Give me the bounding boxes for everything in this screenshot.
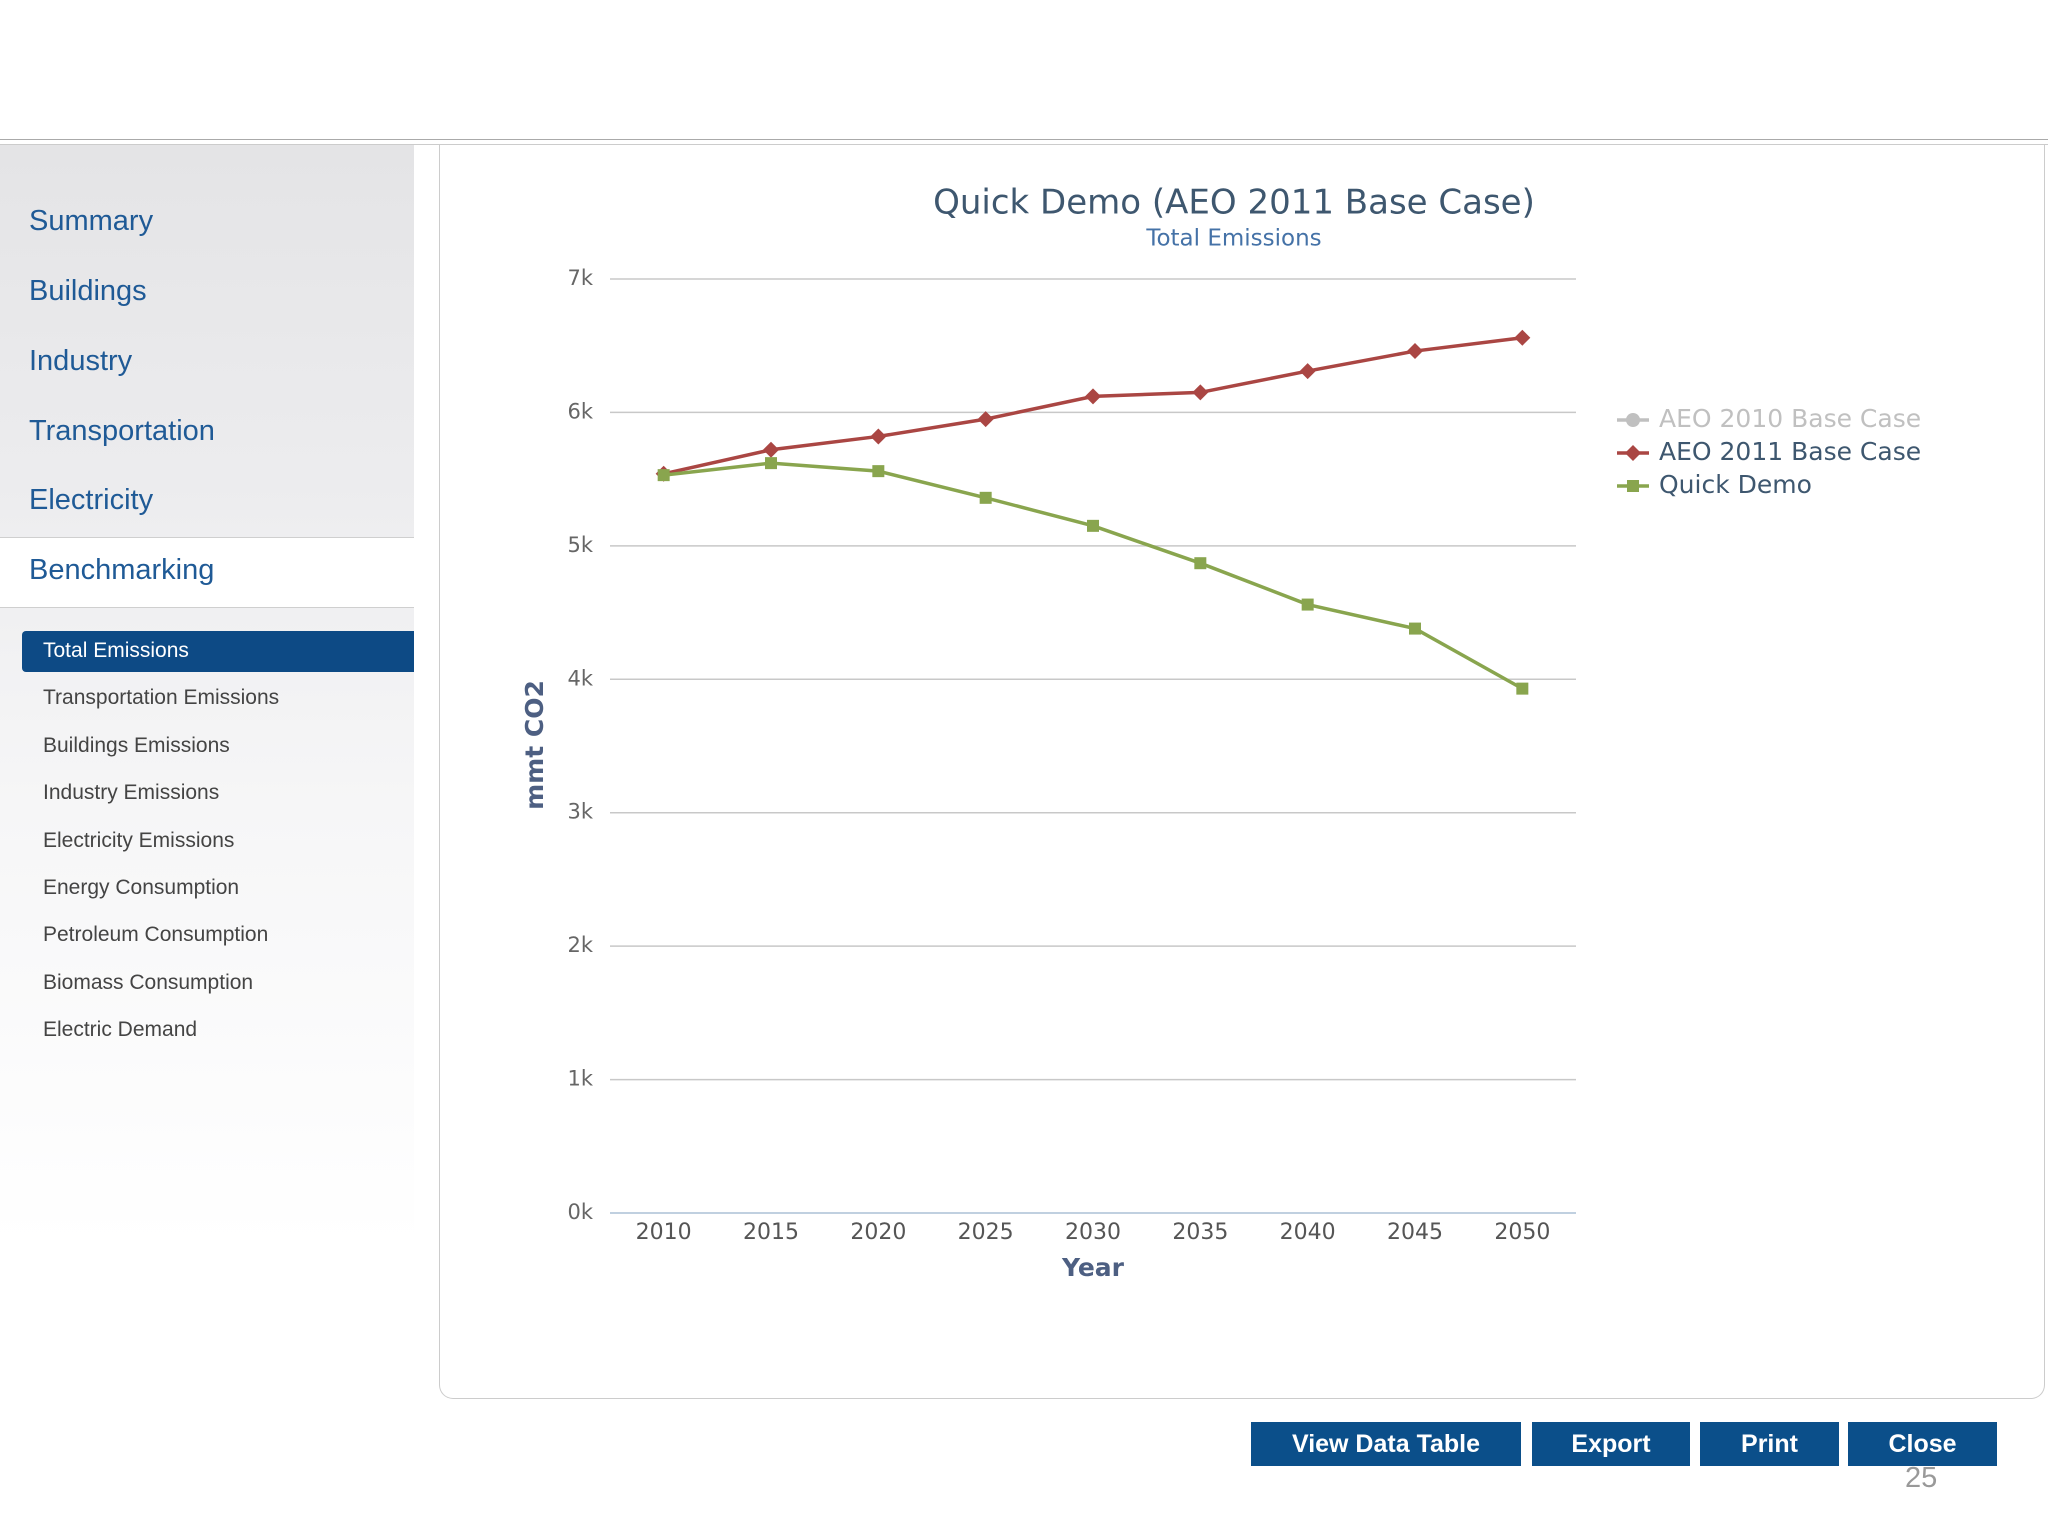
data-point xyxy=(1087,519,1099,532)
legend-label: AEO 2010 Base Case xyxy=(1659,404,1921,433)
nav-item[interactable]: Summary xyxy=(29,205,154,237)
legend-label: Quick Demo xyxy=(1659,470,1812,499)
button[interactable]: View Data Table xyxy=(1251,1422,1521,1466)
subnav-item[interactable]: Biomass Consumption xyxy=(43,970,254,994)
nav-item[interactable]: Buildings xyxy=(29,275,147,307)
data-point xyxy=(763,441,779,458)
nav-item[interactable]: Electricity xyxy=(29,484,154,516)
y-tick-label: 1k xyxy=(567,1067,593,1091)
data-point xyxy=(1085,388,1101,405)
chart-title: Quick Demo (AEO 2011 Base Case) xyxy=(933,183,1535,223)
data-point xyxy=(977,411,994,428)
data-point xyxy=(765,457,777,470)
data-point xyxy=(1299,363,1316,380)
y-tick-label: 6k xyxy=(567,399,593,423)
nav-selected-band xyxy=(0,537,414,608)
data-point xyxy=(872,465,885,478)
series-line xyxy=(663,461,1524,691)
button[interactable]: Close xyxy=(1848,1422,1997,1466)
subnav-item[interactable]: Transportation Emissions xyxy=(43,686,280,710)
subnav-item[interactable]: Buildings Emissions xyxy=(43,733,230,757)
chart: Quick Demo (AEO 2011 Base Case) Total Em… xyxy=(520,183,1921,1283)
data-point xyxy=(1409,622,1421,635)
legend-label: AEO 2011 Base Case xyxy=(1659,437,1921,466)
series-line xyxy=(663,335,1523,476)
x-tick-label: 2010 xyxy=(636,1220,692,1245)
legend-marker xyxy=(1625,445,1641,461)
y-tick-label: 2k xyxy=(567,933,593,957)
x-axis-title: Year xyxy=(1061,1253,1125,1282)
x-tick-label: 2035 xyxy=(1172,1220,1228,1245)
y-tick-label: 3k xyxy=(567,800,593,824)
y-axis-title: mmt CO2 xyxy=(520,680,549,810)
legend-marker xyxy=(1626,413,1640,427)
data-point xyxy=(1407,343,1423,360)
nav-item[interactable]: Industry xyxy=(29,345,133,377)
x-tick-label: 2050 xyxy=(1494,1220,1550,1245)
data-point xyxy=(1194,557,1207,570)
subnav-item[interactable]: Electricity Emissions xyxy=(43,828,235,852)
x-tick-label: 2025 xyxy=(958,1220,1014,1245)
x-tick-label: 2015 xyxy=(743,1220,799,1245)
y-tick-label: 0k xyxy=(567,1200,593,1224)
data-point xyxy=(1514,329,1531,346)
nav-item[interactable]: Transportation xyxy=(29,415,215,447)
subnav-item[interactable]: Petroleum Consumption xyxy=(43,923,269,947)
data-point xyxy=(1301,598,1314,611)
sidebar xyxy=(0,145,414,1245)
data-point xyxy=(1192,384,1209,401)
data-point xyxy=(657,469,670,482)
data-point xyxy=(1516,682,1529,695)
subnav-selected-band xyxy=(22,631,414,672)
data-point xyxy=(979,491,992,504)
data-point xyxy=(870,428,887,445)
nav-item[interactable]: Benchmarking xyxy=(29,554,215,586)
chart-panel xyxy=(439,145,2045,1399)
y-tick-label: 4k xyxy=(567,666,593,690)
x-tick-label: 2020 xyxy=(850,1220,906,1245)
button[interactable]: Print xyxy=(1700,1422,1839,1466)
subnav-item[interactable]: Total Emissions xyxy=(43,639,189,662)
subnav-item[interactable]: Electric Demand xyxy=(43,1018,198,1042)
x-tick-label: 2030 xyxy=(1065,1220,1121,1245)
x-tick-label: 2045 xyxy=(1387,1220,1443,1245)
subnav-item[interactable]: Industry Emissions xyxy=(43,781,220,805)
y-tick-label: 7k xyxy=(567,266,593,290)
chart-subtitle: Total Emissions xyxy=(1145,226,1321,252)
x-tick-label: 2040 xyxy=(1280,1220,1336,1245)
header-rule xyxy=(0,139,2048,145)
legend-marker xyxy=(1627,480,1639,492)
y-tick-label: 5k xyxy=(567,533,593,557)
button[interactable]: Export xyxy=(1532,1422,1690,1466)
page-number: 25 xyxy=(1905,1462,1938,1494)
subnav-item[interactable]: Energy Consumption xyxy=(43,876,240,899)
